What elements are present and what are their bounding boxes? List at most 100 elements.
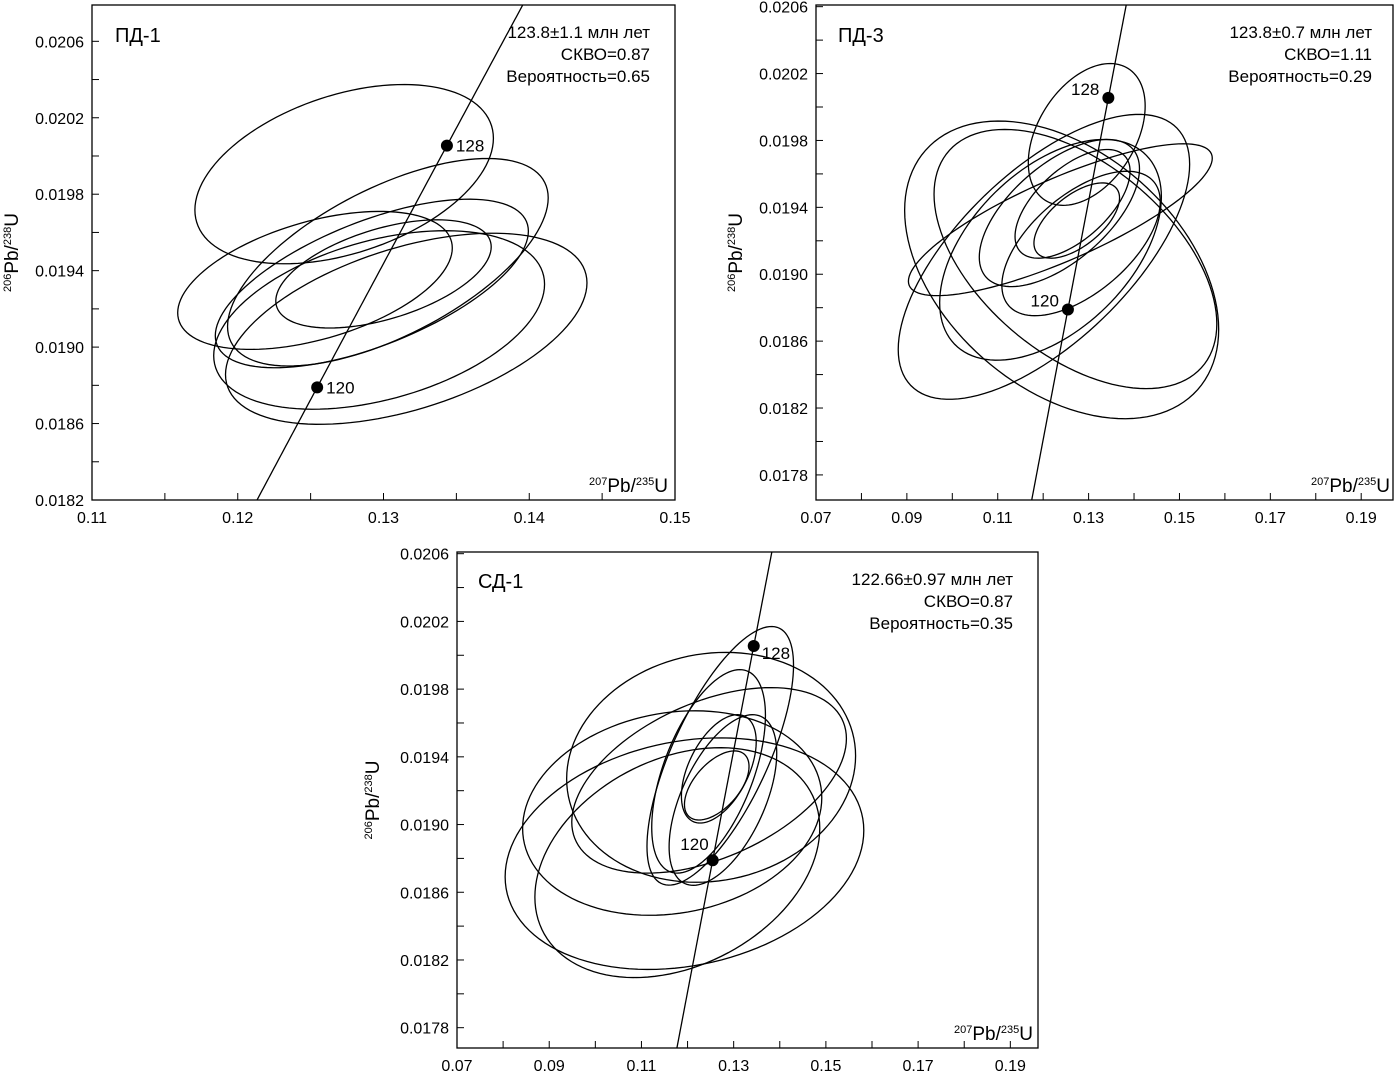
x-tick-label: 0.13 (1073, 510, 1104, 527)
age-marker (706, 854, 719, 867)
error-ellipses (177, 83, 588, 425)
error-ellipse (897, 113, 1191, 400)
x-tick-label: 0.19 (995, 1058, 1026, 1072)
y-tick-label: 0.0202 (400, 614, 449, 631)
x-tick-label: 0.11 (983, 510, 1013, 527)
age-label: 120 (326, 378, 354, 397)
x-tick-label: 0.07 (800, 510, 831, 527)
error-ellipse (275, 219, 492, 329)
stat-line: 123.8±1.1 млн лет (507, 23, 650, 42)
concordia-panel-2: 0.07 0.09 0.11 0.13 0.15 0.17 0.19 0.0178 0.0182… (726, 0, 1394, 527)
y-tick-label: 0.0178 (759, 468, 808, 485)
x-tick-label: 0.11 (626, 1058, 656, 1072)
label-superscript: 207 (1311, 476, 1329, 488)
label-superscript: 207 (954, 1024, 972, 1036)
error-ellipse (571, 686, 848, 874)
label-superscript: 206 (726, 274, 738, 292)
stat-line: СКВО=0.87 (561, 45, 650, 64)
age-marker (440, 139, 453, 152)
error-ellipse (565, 651, 857, 883)
error-ellipse (1014, 148, 1131, 259)
y-tick-label: 0.0186 (400, 885, 449, 902)
error-ellipse (1027, 62, 1146, 206)
label-text: Pb/ (607, 476, 636, 497)
label-superscript: 238 (363, 774, 375, 792)
stat-line: Вероятность=0.35 (869, 614, 1013, 633)
x-tick-label: 0.19 (1346, 510, 1377, 527)
y-tick-label: 0.0202 (759, 67, 808, 84)
label-text: U (1019, 1024, 1033, 1045)
y-tick-label: 0.0198 (400, 682, 449, 699)
y-tick-label: 0.0186 (35, 417, 84, 434)
y-tick-label: 0.0206 (35, 34, 84, 51)
x-tick-label: 0.12 (222, 510, 253, 527)
x-tick-label: 0.07 (441, 1058, 472, 1072)
concordia-curve (256, 5, 524, 500)
y-tick-label: 0.0202 (35, 111, 84, 128)
age-marker (311, 381, 324, 394)
label-text: Pb/ (2, 244, 23, 273)
label-text: Pb/ (1329, 476, 1358, 497)
stat-line: СКВО=0.87 (924, 592, 1013, 611)
age-marker (1102, 91, 1115, 104)
error-ellipse (177, 210, 453, 351)
x-tick-label: 0.17 (1255, 510, 1286, 527)
y-axis-label: 206Pb/238U (726, 213, 747, 292)
concordia-curve (1031, 5, 1127, 500)
error-ellipse (504, 737, 865, 971)
y-tick-label: 0.0194 (35, 264, 84, 281)
x-axis-label: 207Pb/235U (954, 1024, 1033, 1045)
error-ellipse (214, 198, 530, 369)
error-ellipse (668, 714, 778, 886)
concordia-panel-1: 0.11 0.12 0.13 0.14 0.15 0.0182 0.0186 0.0190 0.… (2, 4, 691, 527)
x-tick-label: 0.17 (903, 1058, 934, 1072)
error-ellipse (226, 157, 549, 367)
age-label: 120 (1031, 291, 1059, 310)
error-ellipse (651, 668, 767, 874)
error-ellipse (194, 83, 495, 265)
stat-line: СКВО=1.11 (1284, 45, 1372, 64)
concordia-curve (676, 552, 773, 1048)
age-label: 120 (680, 835, 708, 854)
y-axis-label: 206Pb/238U (363, 761, 384, 840)
x-tick-label: 0.09 (534, 1058, 565, 1072)
error-ellipse (903, 120, 1220, 420)
x-tick-label: 0.09 (891, 510, 922, 527)
sample-title: ПД-1 (115, 25, 161, 47)
x-axis-label: 207Pb/235U (1311, 476, 1390, 497)
x-tick-label: 0.15 (1164, 510, 1195, 527)
y-tick-label: 0.0206 (400, 547, 449, 564)
label-text: Pb/ (972, 1024, 1001, 1045)
error-ellipse (907, 143, 1213, 297)
y-tick-label: 0.0190 (759, 267, 808, 284)
stat-line: Вероятность=0.29 (1228, 67, 1372, 86)
label-superscript: 238 (726, 227, 738, 245)
y-tick-label: 0.0182 (35, 493, 84, 510)
y-tick-label: 0.0182 (759, 401, 808, 418)
sample-title: СД-1 (478, 571, 523, 593)
label-text: U (654, 476, 668, 497)
y-tick-label: 0.0190 (400, 818, 449, 835)
error-ellipse (1001, 170, 1161, 317)
error-ellipse (978, 138, 1141, 288)
x-axis-label: 207Pb/235U (589, 476, 668, 497)
y-tick-label: 0.0194 (759, 200, 808, 217)
concordia-panel-3: 0.07 0.09 0.11 0.13 0.15 0.17 0.19 0.0178 0.0182… (363, 547, 1039, 1072)
label-superscript: 235 (1001, 1024, 1019, 1036)
plot-frame (456, 551, 1039, 1049)
label-text: Pb/ (363, 792, 384, 821)
stat-line: 123.8±0.7 млн лет (1229, 23, 1372, 42)
error-ellipse (534, 747, 821, 979)
label-text: U (2, 213, 23, 227)
y-tick-label: 0.0206 (759, 0, 808, 17)
y-tick-label: 0.0182 (400, 953, 449, 970)
error-ellipse (521, 710, 823, 916)
x-tick-label: 0.14 (514, 510, 545, 527)
age-label: 128 (1071, 80, 1099, 99)
sample-title: ПД-3 (838, 25, 884, 47)
label-text: U (726, 213, 747, 227)
x-tick-label: 0.11 (77, 510, 107, 527)
error-ellipse (213, 230, 546, 410)
x-tick-label: 0.15 (659, 510, 690, 527)
label-superscript: 238 (2, 227, 14, 245)
